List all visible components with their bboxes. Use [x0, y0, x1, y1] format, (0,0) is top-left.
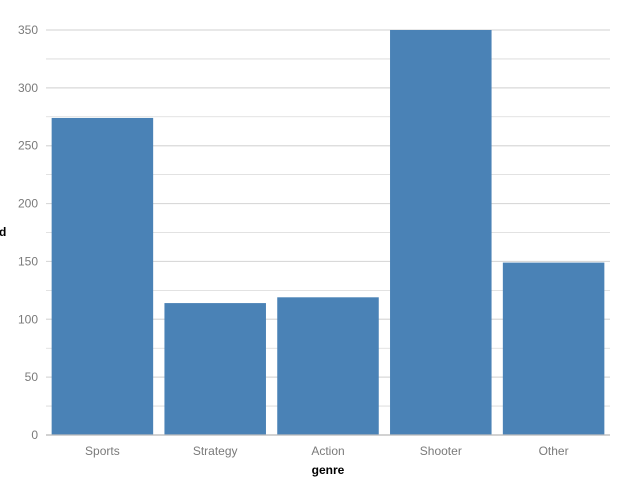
y-tick-label: 250 [18, 139, 38, 153]
bar-sports [51, 117, 154, 435]
x-tick-labels: Sports Strategy Action Shooter Other [85, 444, 569, 458]
x-tick-label-other: Other [539, 444, 569, 458]
bar-action [277, 297, 379, 435]
axes [46, 434, 610, 436]
bar-shooter [390, 30, 492, 435]
y-tick-label: 350 [18, 23, 38, 37]
x-tick-label-strategy: Strategy [193, 444, 238, 458]
x-axis-title: genre [312, 463, 345, 477]
bar-other [502, 262, 605, 435]
y-tick-label: 0 [31, 428, 38, 442]
y-tick-label: 200 [18, 197, 38, 211]
x-tick-label-sports: Sports [85, 444, 120, 458]
y-tick-label: 100 [18, 312, 38, 326]
y-tick-labels: 0 50 100 150 200 250 300 350 [18, 23, 38, 442]
bar-strategy [164, 303, 266, 435]
y-tick-label: 50 [25, 370, 39, 384]
x-tick-label-action: Action [311, 444, 344, 458]
bars [51, 30, 605, 435]
x-tick-label-shooter: Shooter [420, 444, 462, 458]
y-tick-label: 300 [18, 81, 38, 95]
y-axis-title: d [0, 225, 6, 239]
y-tick-label: 150 [18, 254, 38, 268]
